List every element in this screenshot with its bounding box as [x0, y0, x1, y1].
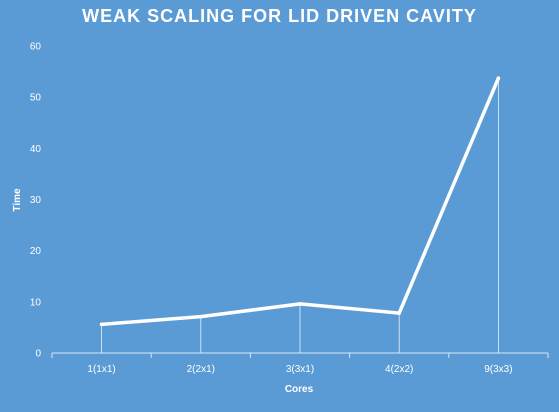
data-point [99, 322, 104, 327]
data-point [298, 302, 302, 306]
data-point [397, 311, 402, 315]
data-point [496, 76, 501, 81]
data-point [199, 314, 203, 319]
chart-title: WEAK SCALING FOR LID DRIVEN CAVITY [82, 6, 477, 26]
y-tick-label: 50 [30, 93, 42, 104]
x-tick-label: 2(2x1) [187, 364, 215, 375]
y-axis-title: Time [12, 188, 23, 212]
y-tick-label: 30 [30, 195, 42, 206]
y-tick-label: 10 [30, 297, 42, 308]
x-tick-label: 1(1x1) [87, 364, 115, 375]
y-tick-label: 40 [30, 144, 42, 155]
x-axis-title: Cores [285, 384, 314, 395]
x-tick-label: 9(3x3) [484, 364, 512, 375]
y-tick-label: 60 [30, 42, 42, 53]
series-line [99, 76, 501, 327]
x-tick-label: 3(3x1) [286, 364, 314, 375]
y-tick-label: 20 [30, 246, 42, 257]
x-tick-label: 4(2x2) [385, 364, 413, 375]
y-tick-label: 0 [35, 349, 41, 360]
